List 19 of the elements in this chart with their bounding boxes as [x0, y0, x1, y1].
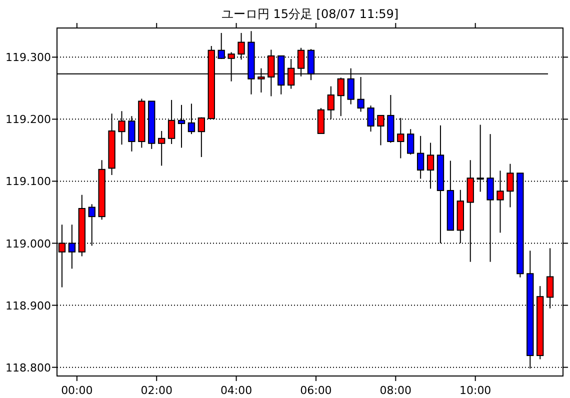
y-tick-label: 119.200: [6, 113, 51, 126]
y-tick-label: 118.900: [6, 299, 51, 312]
x-tick-label: 00:00: [61, 384, 93, 397]
y-tick-label: 119.100: [6, 175, 51, 188]
y-tick-label: 119.000: [6, 237, 51, 250]
x-tick-label: 04:00: [220, 384, 252, 397]
candlestick: [416, 135, 424, 180]
x-tick-label: 02:00: [140, 384, 172, 397]
x-tick-label: 08:00: [380, 384, 412, 397]
candlestick: [407, 128, 414, 156]
chart-title: ユーロ円 15分足 [08/07 11:59]: [221, 7, 399, 21]
candlestick: [337, 77, 344, 117]
candlestick: [357, 76, 364, 112]
x-tick-label: 10:00: [459, 384, 492, 397]
x-tick-label: 06:00: [300, 384, 332, 397]
y-tick-label: 118.800: [6, 361, 51, 374]
candlestick: [158, 130, 166, 166]
candlestick: [198, 116, 206, 158]
y-tick-label: 119.300: [6, 51, 51, 64]
